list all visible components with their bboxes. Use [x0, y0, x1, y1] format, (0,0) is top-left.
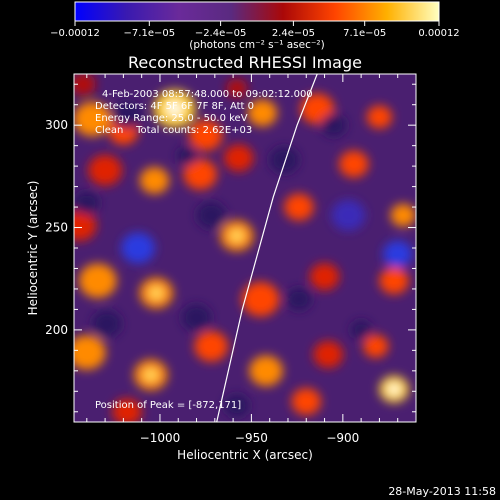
emission-source	[241, 281, 280, 317]
emission-core	[149, 287, 163, 299]
emission-source	[309, 263, 340, 291]
y-tick-label: 200	[45, 323, 68, 337]
emission-source	[78, 263, 117, 299]
negative-residual	[92, 310, 122, 338]
annotation-time-range: 4-Feb-2003 08:57:48.000 to 09:02:12.000	[102, 89, 313, 100]
colorbar-tick-label: 0.00012	[418, 28, 459, 39]
annotation-block: 4-Feb-2003 08:57:48.000 to 09:02:12.000 …	[95, 89, 313, 136]
annotation-detectors: Detectors: 4F 5F 6F 7F 8F, Att 0	[95, 101, 254, 112]
colorbar-tick-label: −0.00012	[50, 28, 100, 39]
negative-residual	[382, 240, 413, 268]
emission-source	[247, 99, 278, 127]
emission-source	[339, 150, 369, 178]
axis-ticks: −1000 −950 −900 300 250 200	[45, 74, 417, 445]
negative-residual	[286, 287, 312, 311]
colorbar-ticks: −0.00012 −7.1e−05 −2.4e−05 2.4e−05 7.1e−05 0.…	[50, 21, 460, 39]
colorbar-gradient	[74, 1, 440, 22]
peak-position-label: Position of Peak = [-872,171]	[95, 400, 241, 411]
negative-residual	[269, 146, 300, 174]
emission-core	[144, 369, 158, 381]
negative-residual	[350, 320, 372, 340]
y-axis-label: Heliocentric Y (arcsec)	[26, 181, 40, 316]
emission-source	[194, 330, 228, 362]
emission-core	[166, 101, 183, 117]
emission-source	[74, 335, 106, 370]
colorbar-tick-label: 2.4e−05	[272, 28, 315, 39]
negative-residual	[176, 146, 198, 166]
emission-source	[139, 167, 170, 194]
x-tick-label: −1000	[140, 431, 181, 445]
y-tick-label: 250	[45, 221, 68, 235]
emission-source	[366, 105, 393, 129]
colorbar-unit-label: (photons cm⁻² s⁻¹ asec⁻²)	[189, 39, 324, 51]
chart-title: Reconstructed RHESSI Image	[128, 53, 362, 72]
annotation-clean-counts: Clean Total counts: 2.62E+03	[95, 125, 252, 136]
emission-source	[390, 203, 416, 227]
x-tick-label: −950	[235, 431, 268, 445]
emission-source	[249, 355, 283, 387]
negative-residual	[121, 232, 155, 264]
annotation-energy-range: Energy Range: 25.0 - 50.0 keV	[95, 113, 248, 124]
negative-residual	[331, 199, 366, 231]
negative-residual	[181, 304, 212, 332]
plot-area: −1000 −950 −900 300 250 200 4-Feb-2003 08:57:…	[45, 73, 417, 445]
negative-residual	[321, 113, 347, 137]
emission-core	[230, 229, 244, 242]
emission-source	[183, 158, 218, 190]
negative-residual	[112, 101, 142, 129]
x-axis-label: Heliocentric X (arcsec)	[177, 448, 313, 462]
emission-source	[226, 78, 248, 98]
emission-source	[291, 388, 321, 415]
negative-residual	[74, 191, 100, 215]
emission-source	[313, 341, 343, 368]
negative-residual	[224, 394, 250, 418]
emission-source	[88, 154, 122, 186]
footer-timestamp: 28-May-2013 11:58	[388, 485, 496, 498]
emission-source	[223, 144, 254, 172]
y-tick-label: 300	[45, 118, 68, 132]
emission-source	[74, 101, 112, 137]
emission-core	[388, 384, 400, 395]
emission-source	[363, 334, 389, 358]
x-tick-label: −900	[326, 431, 359, 445]
emission-source	[188, 120, 223, 151]
heatmap-image	[74, 74, 416, 422]
emission-source	[74, 210, 97, 241]
solar-limb-line	[216, 74, 318, 422]
negative-residual	[196, 201, 226, 229]
emission-source	[112, 398, 142, 422]
emission-source	[379, 267, 409, 295]
colorbar: −0.00012 −7.1e−05 −2.4e−05 2.4e−05 7.1e−05 0.…	[50, 1, 460, 51]
colorbar-tick-label: −2.4e−05	[195, 28, 247, 39]
emission-source	[284, 193, 314, 221]
colorbar-tick-label: 7.1e−05	[343, 28, 386, 39]
emission-source	[74, 74, 96, 96]
colorbar-tick-label: −7.1e−05	[124, 28, 176, 39]
